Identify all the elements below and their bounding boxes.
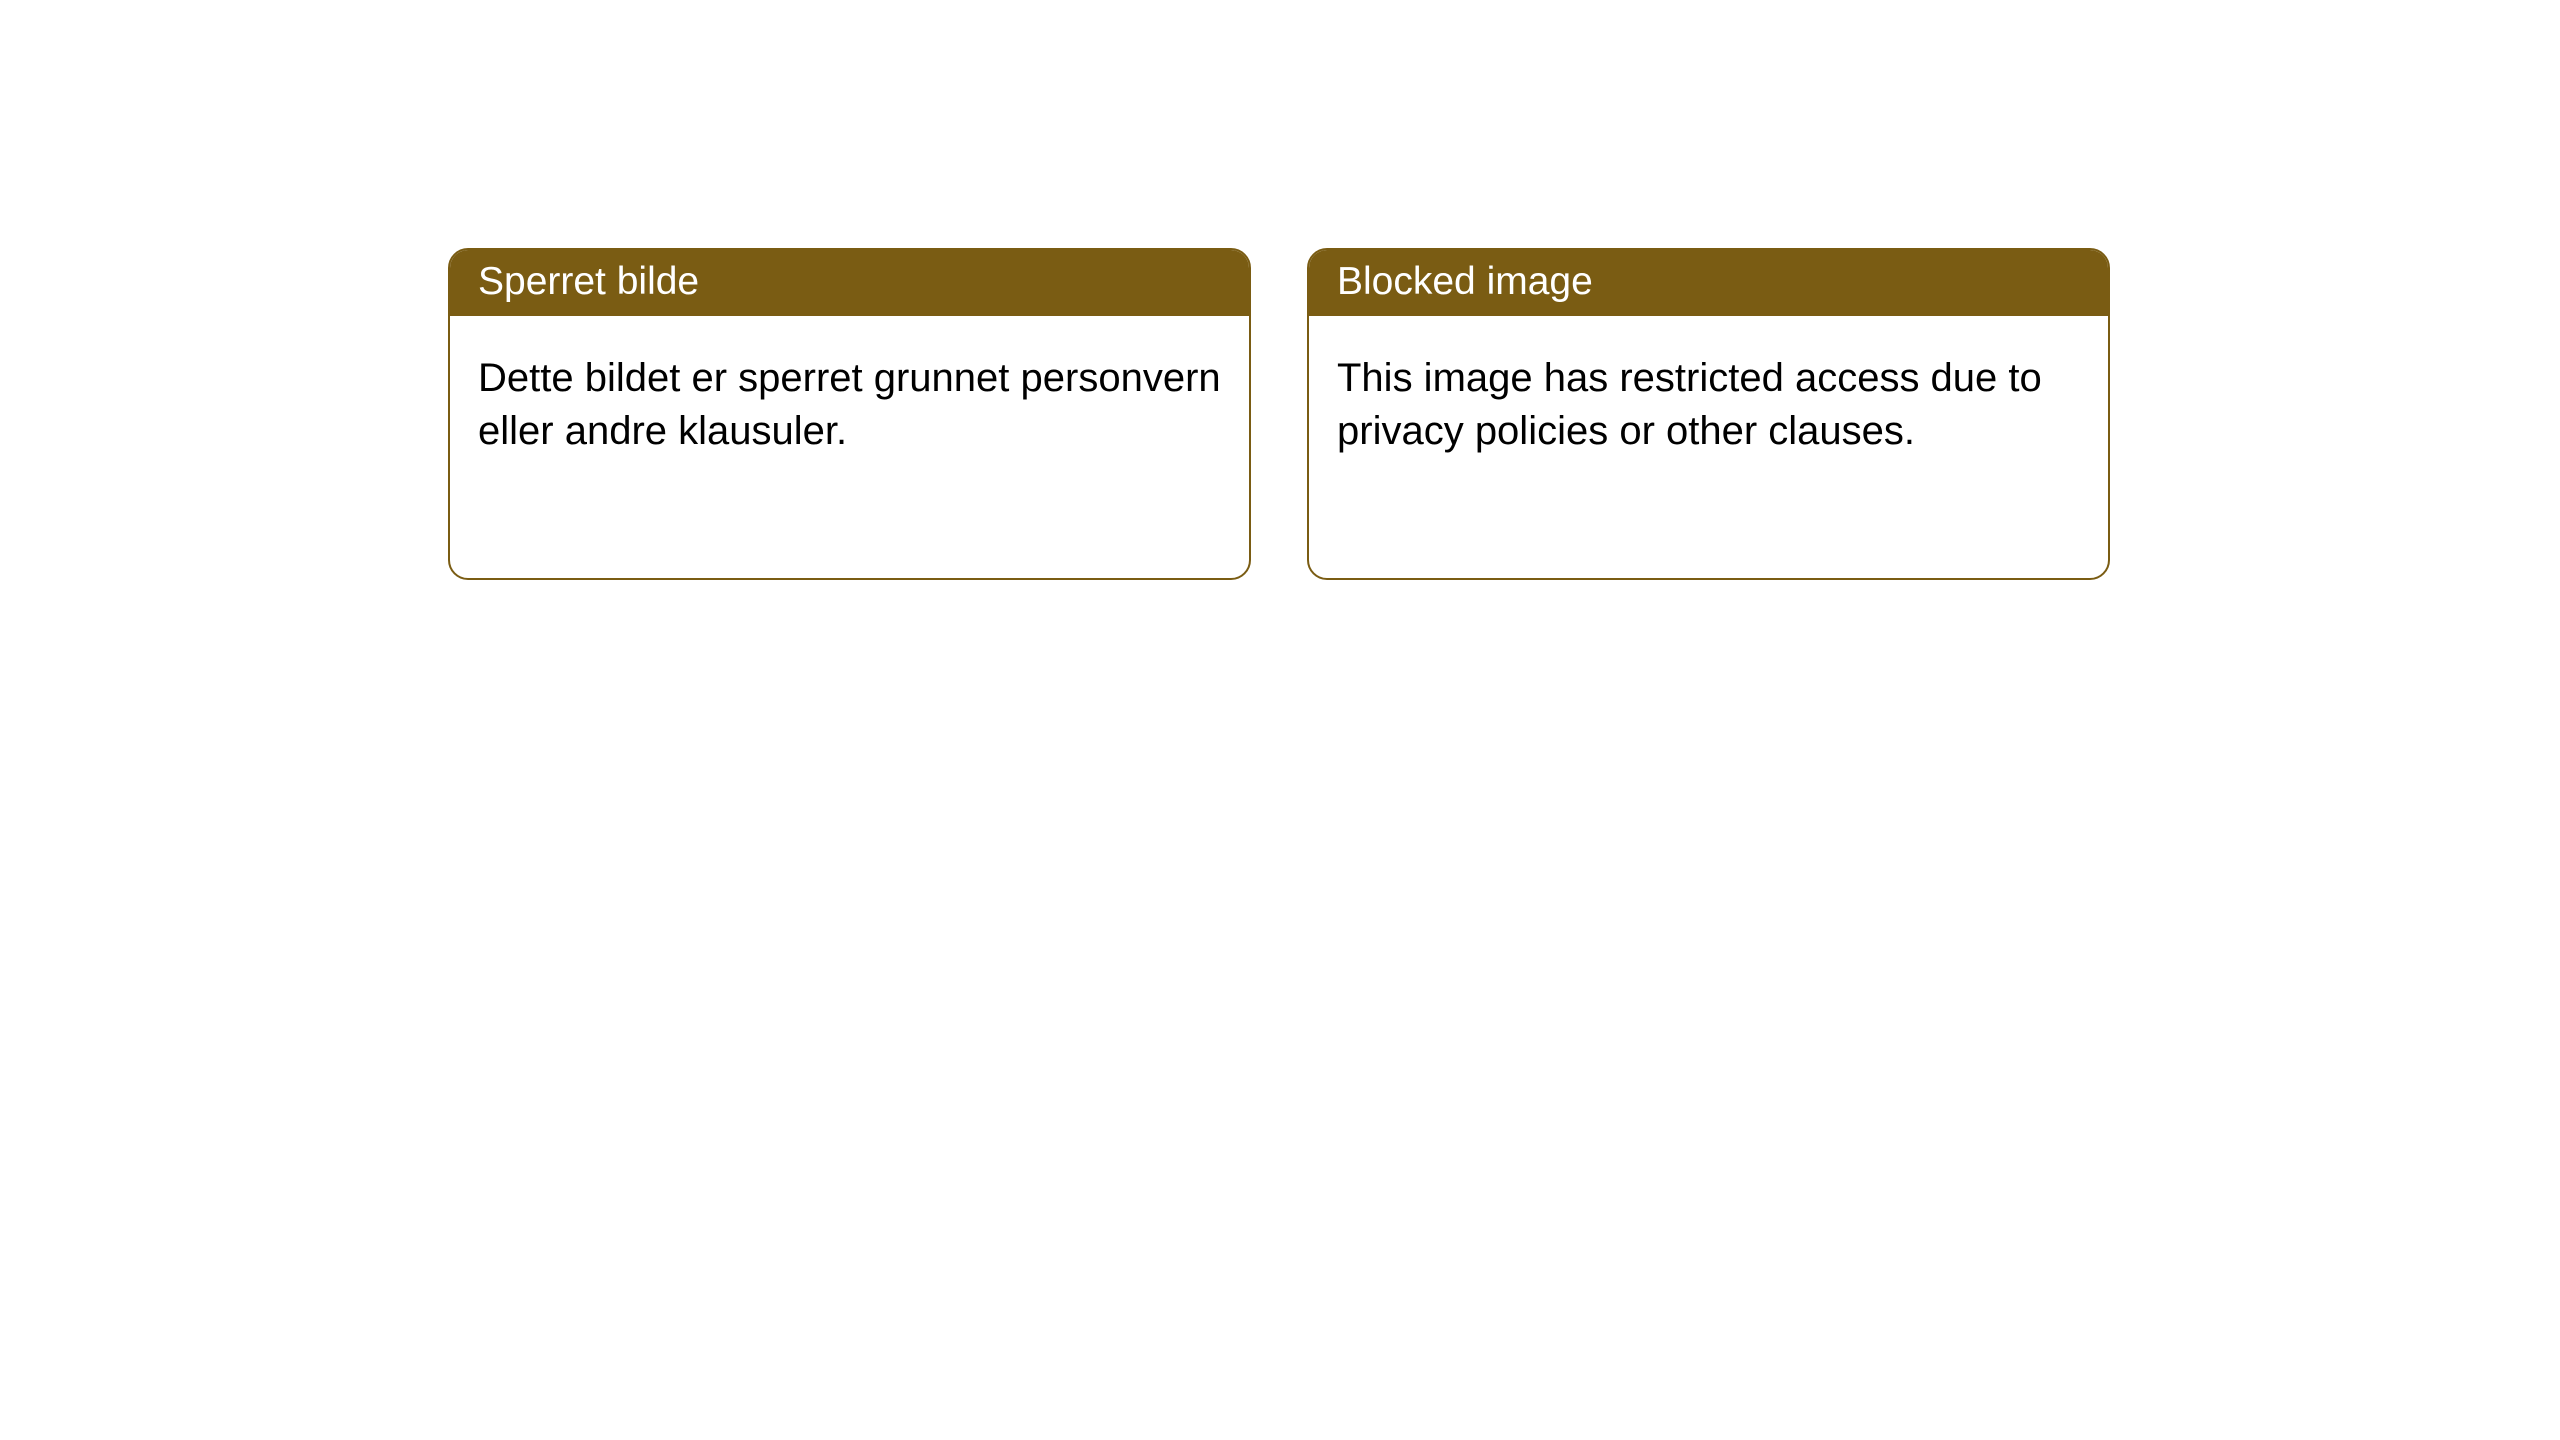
notice-title-english: Blocked image: [1309, 250, 2108, 316]
notice-title-norwegian: Sperret bilde: [450, 250, 1249, 316]
notice-body-norwegian: Dette bildet er sperret grunnet personve…: [450, 316, 1249, 494]
notice-card-norwegian: Sperret bilde Dette bildet er sperret gr…: [448, 248, 1251, 580]
notice-card-english: Blocked image This image has restricted …: [1307, 248, 2110, 580]
notice-body-english: This image has restricted access due to …: [1309, 316, 2108, 494]
notice-container: Sperret bilde Dette bildet er sperret gr…: [0, 0, 2560, 580]
